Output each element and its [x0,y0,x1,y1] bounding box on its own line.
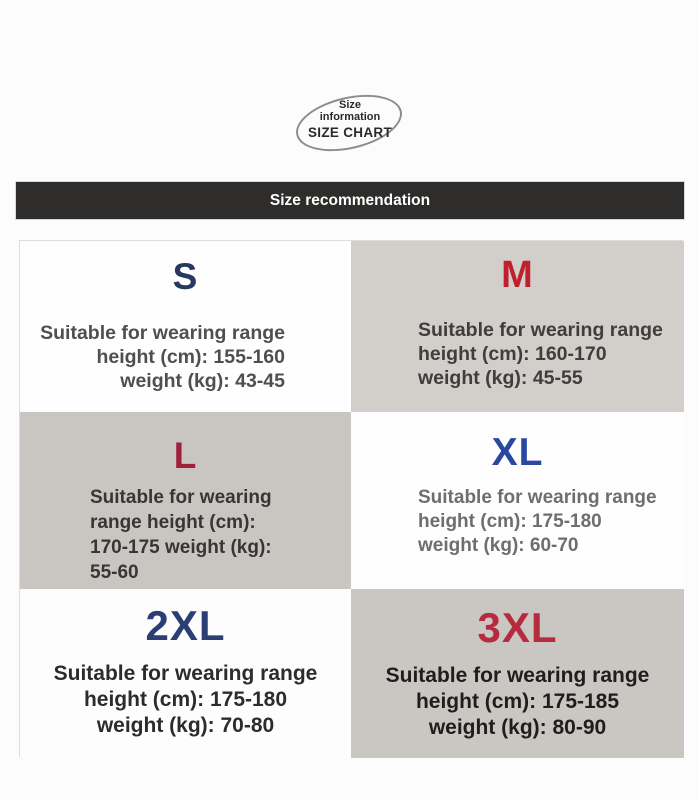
size-recommendation-banner: Size recommendation [16,182,684,219]
size-description-xl: Suitable for wearing range height (cm): 1… [418,487,657,556]
size-label-s: S [172,256,199,297]
banner-label: Size recommendation [269,191,431,209]
size-cell-m: M Suitable for wearing range height (cm):… [351,241,684,412]
size-cell-3xl: 3XL Suitable for wearing range height (cm… [351,589,684,758]
size-label-xl: XL [491,431,544,474]
size-cell-2xl: 2XL Suitable for wearing range height (cm… [20,589,351,758]
size-label-3xl: 3XL [477,604,558,651]
size-label-2xl: 2XL [145,602,226,649]
stamp-line-size: Size [338,99,361,111]
size-description-m: Suitable for wearing range height (cm): 1… [418,319,663,389]
size-cell-xl: XL Suitable for wearing range height (cm)… [351,412,684,589]
size-cell-s: S Suitable for wearing range height (cm):… [20,241,351,412]
size-description-l: Suitable for wearing range height (cm): 17… [90,487,272,583]
size-chart-stamp: Size information SIZE CHART [0,0,699,180]
size-label-l: L [173,435,198,476]
size-description-2xl: Suitable for wearing range height (cm): 1… [53,662,318,737]
stamp-line-information: information [319,111,381,123]
stamp-text: Size information SIZE CHART [258,99,442,141]
stamp-line-size-chart: SIZE CHART [308,125,392,140]
size-description-s: Suitable for wearing range height (cm): 1… [40,322,285,392]
size-cell-l: L Suitable for wearing range height (cm):… [20,412,351,589]
size-description-3xl: Suitable for wearing range height (cm): 1… [385,664,650,739]
size-grid: S Suitable for wearing range height (cm):… [19,240,684,758]
size-label-m: M [501,254,534,296]
